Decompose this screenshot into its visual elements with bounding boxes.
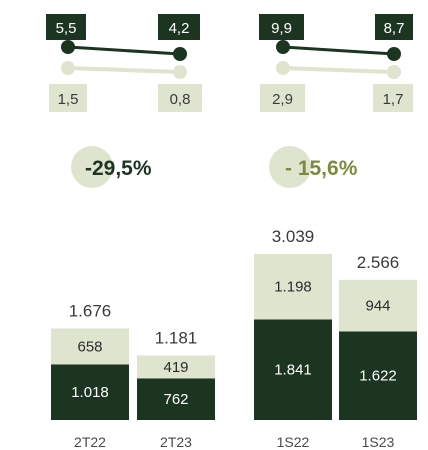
label-box-dark-left-0 — [46, 14, 86, 40]
bar-light-1S22 — [254, 254, 332, 320]
point-dark-right-1 — [387, 47, 401, 61]
point-light-left-1 — [173, 65, 187, 79]
x-tick-1S23: 1S23 — [362, 434, 395, 450]
bar-value-dark-1S23: 1.622 — [359, 368, 397, 385]
bar-light-1S23 — [339, 279, 417, 332]
bar-value-light-2T22: 658 — [77, 338, 102, 355]
label-box-dark-right-0 — [259, 14, 304, 40]
label-box-light-left-0 — [49, 84, 87, 112]
label-box-dark-left-1 — [158, 14, 200, 40]
bar-dark-2T23 — [137, 378, 215, 420]
data-label-light-right-0: 2,9 — [272, 91, 293, 108]
data-label-light-left-1: 0,8 — [170, 91, 191, 108]
bar-dark-1S23 — [339, 331, 417, 420]
point-dark-right-0 — [276, 40, 290, 54]
bar-total-2T23: 1.181 — [155, 328, 198, 347]
x-tick-2T23: 2T23 — [160, 434, 192, 450]
data-label-dark-left-0: 5,5 — [56, 20, 77, 37]
data-label-light-right-1: 1,7 — [383, 91, 404, 108]
data-label-dark-left-1: 4,2 — [169, 20, 190, 37]
bar-dark-1S22 — [254, 319, 332, 420]
bar-value-light-1S23: 944 — [365, 298, 390, 315]
data-label-dark-right-0: 9,9 — [271, 20, 292, 37]
label-box-light-right-1 — [373, 84, 413, 112]
change-label-right: - 15,6% — [285, 157, 358, 180]
point-light-right-0 — [276, 61, 290, 75]
label-box-light-right-0 — [260, 84, 305, 112]
bar-value-dark-1S22: 1.841 — [274, 362, 312, 379]
bar-total-1S22: 3.039 — [272, 227, 315, 246]
bar-total-2T22: 1.676 — [69, 301, 112, 320]
line-series-dark-right — [282, 45, 395, 56]
x-tick-2T22: 2T22 — [74, 434, 106, 450]
change-label-left: -29,5% — [85, 157, 152, 180]
point-dark-left-1 — [173, 47, 187, 61]
bar-value-dark-2T23: 762 — [163, 391, 188, 408]
bar-light-2T22 — [51, 328, 129, 365]
bar-total-1S23: 2.566 — [357, 253, 400, 272]
bar-value-light-2T23: 419 — [163, 359, 188, 376]
bar-value-dark-2T22: 1.018 — [71, 384, 109, 401]
label-box-dark-right-1 — [375, 14, 413, 40]
x-tick-1S22: 1S22 — [277, 434, 310, 450]
data-label-dark-right-1: 8,7 — [384, 20, 405, 37]
line-series-light-right — [282, 66, 395, 74]
label-box-light-left-1 — [158, 84, 202, 112]
bar-value-light-1S22: 1.198 — [274, 279, 312, 296]
change-badge-right — [269, 146, 311, 188]
point-dark-left-0 — [61, 40, 75, 54]
point-light-right-1 — [387, 65, 401, 79]
point-light-left-0 — [61, 61, 75, 75]
data-label-light-left-0: 1,5 — [58, 91, 79, 108]
bar-light-2T23 — [137, 355, 215, 379]
bar-dark-2T22 — [51, 364, 129, 420]
line-series-dark-left — [67, 45, 181, 56]
change-badge-left — [71, 146, 113, 188]
line-series-light-left — [67, 66, 181, 74]
